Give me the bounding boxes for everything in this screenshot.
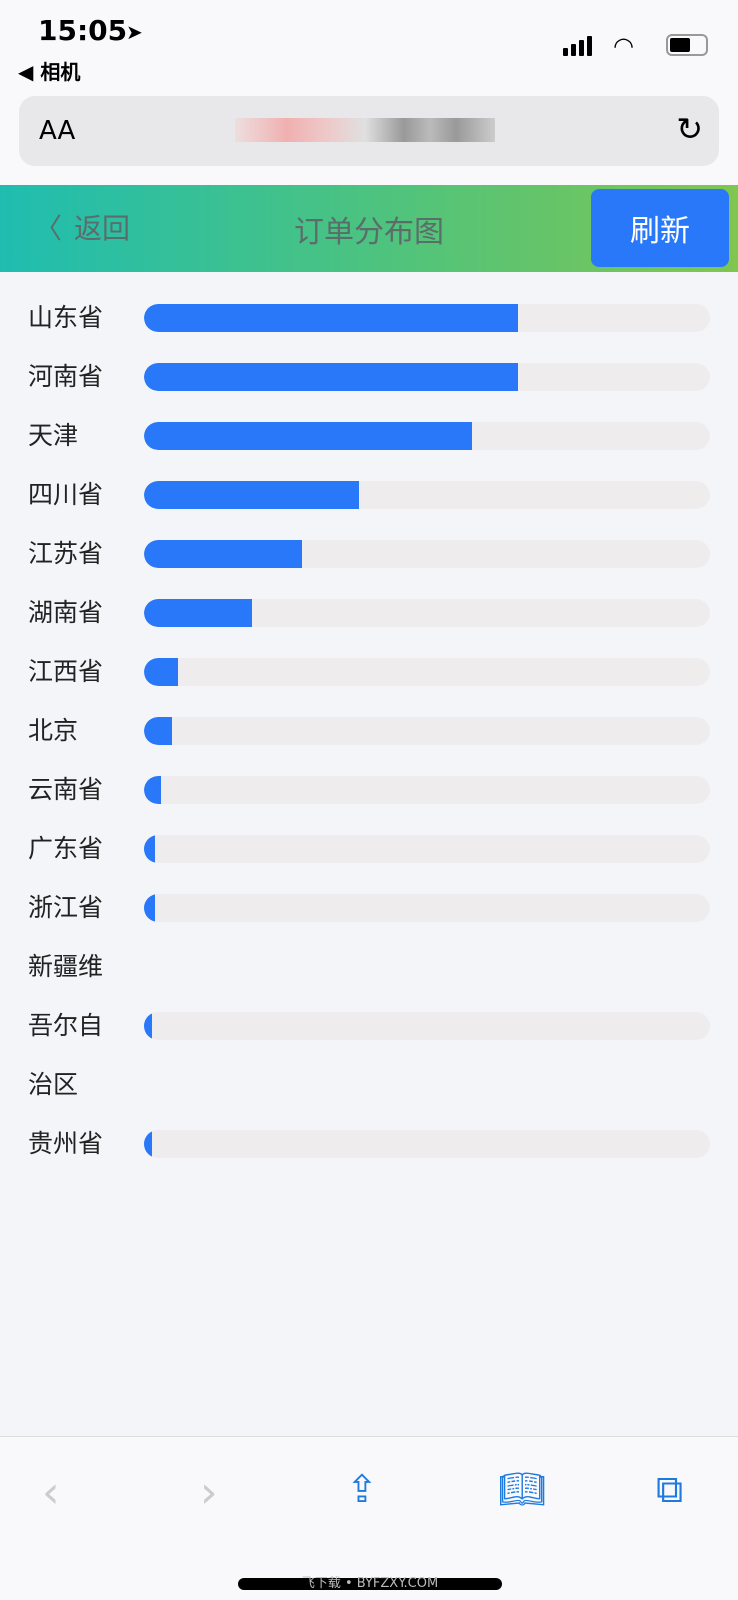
bar-row: 浙江省 [28, 878, 710, 937]
bar-track [144, 421, 710, 450]
page-header: 〈返回 订单分布图 刷新 [0, 185, 738, 272]
bar-row: 北京 [28, 701, 710, 760]
back-icon[interactable]: ‹ [42, 1467, 60, 1518]
bar [144, 775, 161, 804]
browser-toolbar: ‹ › ⇪ 📖︎ ⧉ [0, 1436, 738, 1600]
bar-label: 贵州省 [28, 1129, 104, 1158]
reload-icon[interactable]: ↻ [676, 110, 703, 148]
bar-track [144, 834, 710, 863]
bar-label: 河南省 [28, 362, 104, 391]
bar-label: 四川省 [28, 480, 104, 509]
bar-row: 贵州省 [28, 1114, 710, 1173]
bar-row: 天津 [28, 406, 710, 465]
forward-icon[interactable]: › [200, 1467, 218, 1518]
bar [144, 1011, 153, 1040]
back-button[interactable]: 〈返回 [34, 207, 130, 247]
watermark: 飞下载 • BYFZXY.COM [301, 1576, 439, 1591]
bar [144, 893, 156, 922]
bar [144, 303, 518, 332]
bar-row: 四川省 [28, 465, 710, 524]
bar-label: 北京 [28, 716, 79, 745]
status-bar: 15:05 ➤ ◀ 相机 ◠ [0, 0, 738, 88]
tabs-icon[interactable]: ⧉ [656, 1467, 684, 1511]
location-icon: ➤ [126, 20, 143, 44]
bar-label: 山东省 [28, 303, 104, 332]
bar-label: 新疆维吾尔自治区 [28, 952, 104, 1099]
bar-label: 天津 [28, 421, 79, 450]
battery-icon [666, 34, 708, 56]
bar-row: 云南省 [28, 760, 710, 819]
share-icon[interactable]: ⇪ [346, 1467, 378, 1511]
bar-row: 新疆维吾尔自治区 [28, 937, 710, 1114]
url-blurred [235, 118, 495, 142]
bar-track [144, 893, 710, 922]
bar-row: 广东省 [28, 819, 710, 878]
bar-label: 江苏省 [28, 539, 104, 568]
bar-track [144, 598, 710, 627]
bar-label: 广东省 [28, 834, 104, 863]
bar [144, 598, 252, 627]
bookmarks-icon[interactable]: 📖︎ [498, 1467, 547, 1511]
bar-row: 江苏省 [28, 524, 710, 583]
bar-label: 云南省 [28, 775, 104, 804]
chevron-left-icon: 〈 [34, 212, 63, 245]
bar-track [144, 775, 710, 804]
bar [144, 539, 303, 568]
bar-row: 河南省 [28, 347, 710, 406]
bar-track [144, 1011, 710, 1040]
bar-track [144, 362, 710, 391]
clock: 15:05 [38, 14, 128, 47]
bar [144, 834, 156, 863]
text-size-button[interactable]: AA [39, 116, 76, 146]
bar-track [144, 716, 710, 745]
bar-track [144, 657, 710, 686]
bar [144, 716, 173, 745]
signal-icon [563, 36, 592, 56]
bar-row: 湖南省 [28, 583, 710, 642]
refresh-button[interactable]: 刷新 [591, 189, 729, 267]
bar-row: 江西省 [28, 642, 710, 701]
bar [144, 657, 178, 686]
bar [144, 362, 518, 391]
home-indicator: 飞下载 • BYFZXY.COM [238, 1576, 502, 1591]
bar [144, 480, 360, 509]
bar-track [144, 1129, 710, 1158]
wifi-icon: ◠ [613, 32, 634, 60]
back-to-app-link[interactable]: ◀ 相机 [18, 60, 81, 84]
page-title: 订单分布图 [294, 215, 444, 250]
bar-label: 浙江省 [28, 893, 104, 922]
bar-row: 山东省 [28, 288, 710, 347]
order-distribution-chart: 山东省河南省天津四川省江苏省湖南省江西省北京云南省广东省浙江省新疆维吾尔自治区贵… [28, 288, 710, 1173]
bar-track [144, 539, 710, 568]
bar-track [144, 480, 710, 509]
bar [144, 1129, 153, 1158]
bar-label: 湖南省 [28, 598, 104, 627]
address-bar[interactable]: AA ↻ [19, 96, 719, 166]
bar [144, 421, 473, 450]
bar-label: 江西省 [28, 657, 104, 686]
bar-track [144, 303, 710, 332]
